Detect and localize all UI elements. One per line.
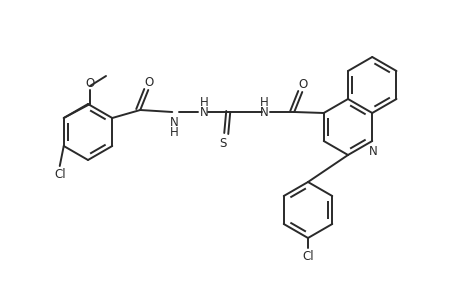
Text: O: O [144, 76, 154, 88]
Text: N: N [200, 106, 208, 118]
Text: H: H [200, 95, 208, 109]
Text: Cl: Cl [54, 169, 66, 182]
Text: O: O [85, 76, 95, 89]
Text: N: N [259, 106, 268, 118]
Text: H: H [169, 125, 178, 139]
Text: S: S [219, 136, 226, 149]
Text: N: N [169, 116, 178, 128]
Text: Cl: Cl [302, 250, 313, 263]
Text: N: N [368, 145, 377, 158]
Text: O: O [298, 77, 307, 91]
Text: H: H [259, 95, 268, 109]
